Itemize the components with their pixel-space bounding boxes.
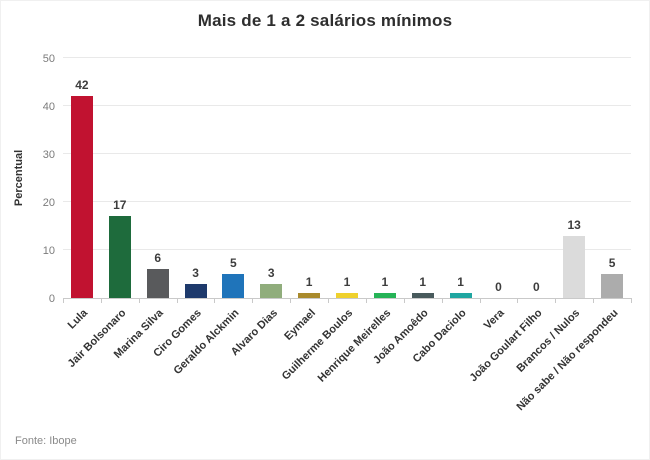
x-axis-tick	[328, 298, 330, 303]
bar-value-label: 1	[381, 275, 389, 290]
bar-value-label: 1	[419, 275, 427, 290]
bar-value-label: 0	[532, 280, 540, 294]
bar	[260, 283, 283, 298]
x-axis-line	[63, 298, 631, 299]
gridline	[63, 153, 631, 154]
gridline	[63, 201, 631, 202]
bar-value-label: 13	[567, 217, 581, 232]
gridline	[63, 105, 631, 106]
x-tick-label: Geraldo Alckmin	[171, 307, 242, 378]
x-axis-tick	[290, 298, 292, 303]
gridline	[63, 57, 631, 58]
x-axis-tick	[100, 298, 102, 303]
bar	[222, 274, 245, 298]
x-axis-tick	[214, 298, 216, 303]
x-axis-tick	[631, 298, 632, 303]
x-axis-tick	[441, 298, 443, 303]
bar-value-label: 42	[75, 78, 89, 93]
y-tick-label: 0	[48, 293, 55, 305]
x-tick-label: Vera	[482, 307, 507, 332]
x-axis-tick	[555, 298, 557, 303]
bar-value-label: 3	[192, 265, 199, 280]
y-tick-label: 30	[42, 149, 55, 161]
bar-value-label: 0	[495, 280, 502, 294]
bar-value-label: 5	[230, 256, 237, 270]
bar	[70, 96, 93, 298]
bar-value-label: 1	[305, 275, 313, 290]
x-axis-tick	[517, 298, 519, 303]
bar	[563, 235, 586, 298]
bar-value-label: 3	[267, 265, 275, 280]
bar	[373, 293, 396, 298]
source-note: Fonte: Ibope	[15, 435, 77, 447]
bar	[411, 293, 434, 298]
bar	[449, 293, 472, 298]
x-axis-tick	[176, 298, 178, 303]
y-tick-label: 40	[42, 101, 55, 113]
x-axis-tick	[138, 298, 140, 303]
x-tick-label: Lula	[65, 307, 91, 332]
gridline	[63, 249, 631, 250]
bar-value-label: 5	[608, 256, 616, 270]
bar	[601, 274, 624, 298]
y-tick-label: 10	[42, 245, 55, 257]
bar	[184, 283, 207, 298]
bar-value-label: 1	[343, 275, 351, 290]
bar-value-label: 6	[154, 251, 161, 266]
x-axis-tick	[479, 298, 481, 303]
plot-area: 0 10 20 30 40 50 42 Lula 17 Jair Bolsonaro 6 Marina…	[43, 53, 632, 413]
x-axis-tick	[593, 298, 595, 303]
x-axis-tick	[403, 298, 405, 303]
x-axis-tick	[63, 298, 64, 303]
y-tick-label: 50	[42, 53, 55, 65]
chart-title: Mais de 1 a 2 salários mínimos	[197, 11, 453, 30]
bar-value-label: 1	[457, 275, 464, 290]
bar	[108, 216, 131, 298]
bar	[146, 269, 169, 298]
bar	[336, 293, 358, 298]
x-axis-tick	[252, 298, 254, 303]
y-tick-label: 20	[42, 197, 55, 209]
bar	[298, 293, 321, 298]
x-axis-tick	[365, 298, 367, 303]
bar-value-label: 17	[113, 198, 127, 213]
x-tick-label: Eymael	[281, 307, 318, 343]
x-tick-label: Guilherme Boulos	[280, 307, 356, 383]
